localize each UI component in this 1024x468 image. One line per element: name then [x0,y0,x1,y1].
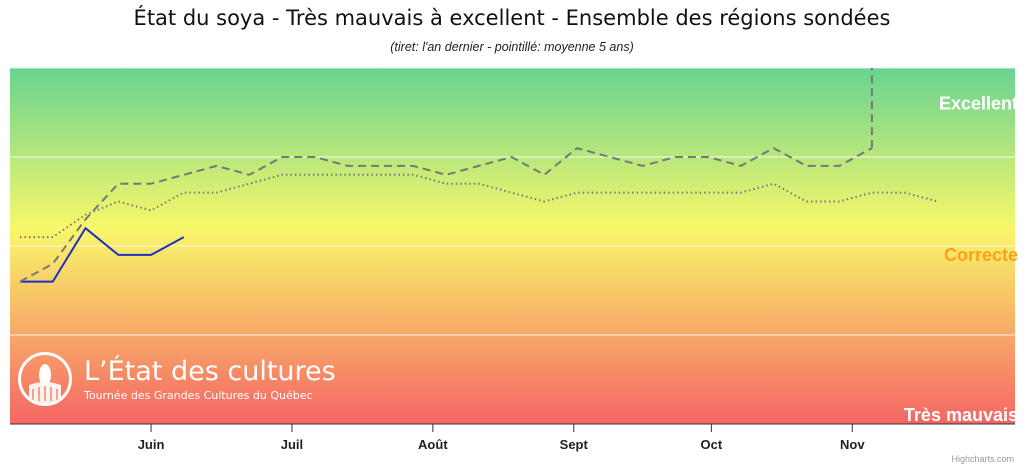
series-line-dashed[interactable] [19,147,873,283]
series-line-solid[interactable] [20,227,185,283]
credits[interactable]: Highcharts.com [951,454,1014,464]
corn-logo-icon [18,352,72,406]
logo-name: L’État des cultures [84,355,336,387]
level-label: Très mauvais [904,405,1018,425]
x-tick-label: Juil [281,437,303,452]
x-tick-label: Nov [840,437,865,452]
chart-title: État du soya - Très mauvais à excellent … [133,6,891,30]
logo: L’État des cultures Tournée des Grandes … [18,350,336,408]
chart-subtitle: (tiret: l'an dernier - pointillé: moyenn… [390,40,634,54]
level-label: Excellent [939,94,1018,114]
x-tick-label: Oct [701,437,723,452]
x-tick-label: Août [418,437,448,452]
logo-tagline: Tournée des Grandes Cultures du Québec [84,388,313,402]
x-tick-label: Juin [138,437,165,452]
series-line-dotted[interactable] [20,173,938,239]
level-label: Correcte [944,245,1018,265]
x-tick-label: Sept [560,437,589,452]
